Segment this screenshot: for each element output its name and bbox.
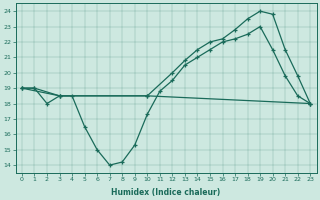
X-axis label: Humidex (Indice chaleur): Humidex (Indice chaleur) [111, 188, 221, 197]
